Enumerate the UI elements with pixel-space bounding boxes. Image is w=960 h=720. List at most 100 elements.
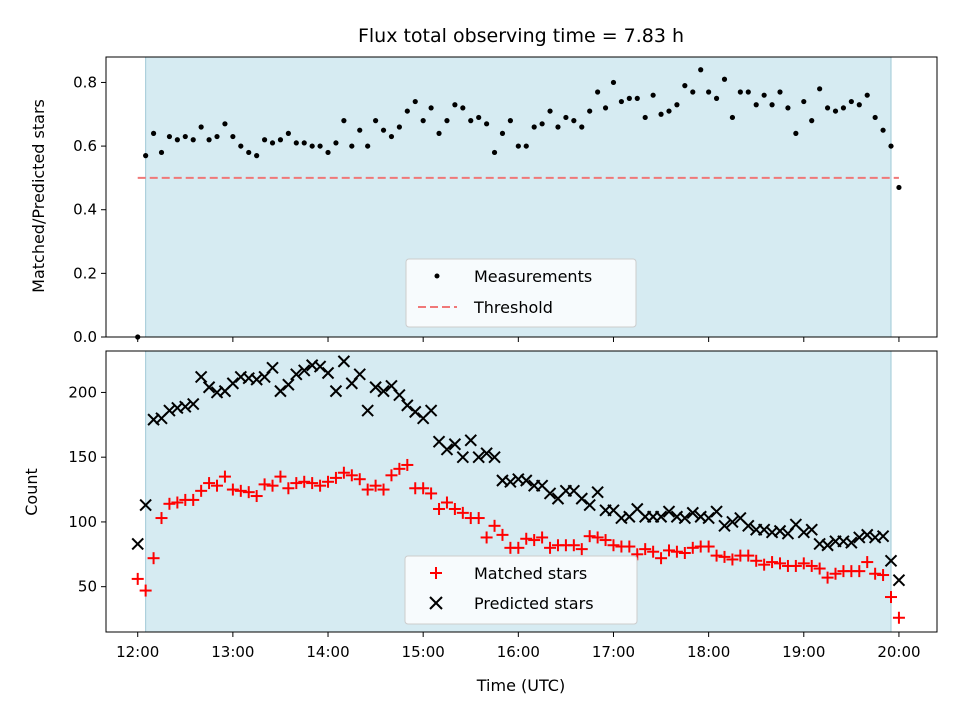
matched-star-point [242,486,255,499]
measurement-point [420,118,426,124]
predicted-star-point [337,355,351,368]
measurement-point [452,102,458,108]
measurement-point [801,98,807,105]
measurement-point [198,124,204,130]
measurement-point [555,124,561,130]
predicted-star-point [274,384,287,398]
predicted-star-point [448,438,462,451]
predicted-star-point [662,505,676,518]
measurement-point [388,133,395,140]
measurement-point [491,149,498,156]
matched-star-point [385,469,398,482]
measurement-point [840,105,847,111]
measurement-point [824,105,831,111]
measurement-point [547,108,553,114]
measurement-point [499,130,506,136]
measurement-point [309,143,315,149]
matched-star-point [353,473,366,486]
predicted-star-point [139,498,152,512]
measurement-point [214,133,220,140]
predicted-star-point [440,443,454,456]
matched-star-point [686,541,699,554]
measurement-point [158,149,165,156]
matched-star-point [226,483,239,496]
measurement-point [396,124,402,130]
predicted-star-point [686,506,699,520]
measurement-point [325,149,331,156]
predicted-star-point [543,487,557,500]
measurement-point [642,114,648,121]
matched-star-point [544,541,557,554]
matched-star-point [639,543,652,556]
matched-star-point [472,512,485,525]
measurement-point [563,114,569,121]
measurement-point [602,105,609,111]
bottom-panel: 50 100 150 200 12:00 13:00 14:00 15:00 16:00 17:… [22,350,938,695]
matched-star-point [742,549,755,562]
matched-star-point [829,567,842,580]
predicted-star-point [282,378,295,391]
matched-star-point [885,591,898,604]
matched-star-point [583,530,596,543]
measurement-point [856,102,862,108]
matched-star-point [314,479,327,492]
matched-star-point [726,553,739,566]
measurement-point [674,102,680,108]
matched-star-point [171,496,184,509]
bottom-x-ticks: 12:00 13:00 14:00 15:00 16:00 17:00 18:00 19:00… [116,632,921,661]
predicted-star-point [393,388,406,402]
x-tick-label: 15:00 [402,643,445,661]
predicted-star-point [678,511,692,525]
measurement-point [666,108,672,114]
measurement-point [706,89,712,95]
legend-matched-marker [430,567,442,579]
measurement-point [626,95,632,101]
predicted-star-point [726,515,739,529]
measurement-point [817,86,823,92]
measurement-point [254,153,260,159]
matched-star-point [869,567,882,580]
measurement-point [745,89,751,95]
legend-measurements-marker [434,273,440,279]
bottom-legend: Matched stars Predicted stars [404,555,638,625]
measurement-point [777,89,783,95]
matched-star-point [718,550,731,563]
predicted-star-point [591,485,604,499]
matched-star-point [678,547,691,560]
legend-threshold-label: Threshold [473,298,553,317]
matched-star-point [575,543,588,556]
predicted-star-point [409,405,422,419]
predicted-star-point [321,366,335,380]
measurement-point [238,143,244,149]
matched-star-point [433,502,446,515]
top-panel: 0.0 0.2 0.4 0.6 0.8 Flux total observing tim… [29,25,938,346]
measurement-point [230,133,236,140]
measurement-point [658,111,664,117]
predicted-star-point [202,381,216,394]
predicted-star-point [456,450,470,464]
matched-star-point [218,470,231,483]
bottom-y-tick-label: 50 [78,578,97,596]
top-y-tick-label: 0.8 [73,73,97,91]
matched-star-point [401,458,414,471]
predicted-star-point [329,384,343,398]
measurement-point [150,130,157,136]
measurement-point [484,121,490,127]
predicted-star-point [876,529,890,543]
measurement-point [206,137,212,143]
predicted-star-point [163,404,176,417]
matched-star-point [250,490,263,503]
matched-star-point [512,541,525,554]
bottom-axes-frame [105,350,938,633]
measurement-point [832,108,839,114]
measurement-point [143,153,149,159]
top-y-tick-label: 0.2 [73,264,97,282]
predicted-star-point [424,404,438,417]
matched-star-point [425,487,438,500]
measurement-point [634,95,640,101]
measurement-point [721,76,728,82]
predicted-star-point [884,554,898,567]
predicted-star-point [504,475,517,488]
predicted-star-point [266,361,279,375]
measurement-point [650,92,656,98]
